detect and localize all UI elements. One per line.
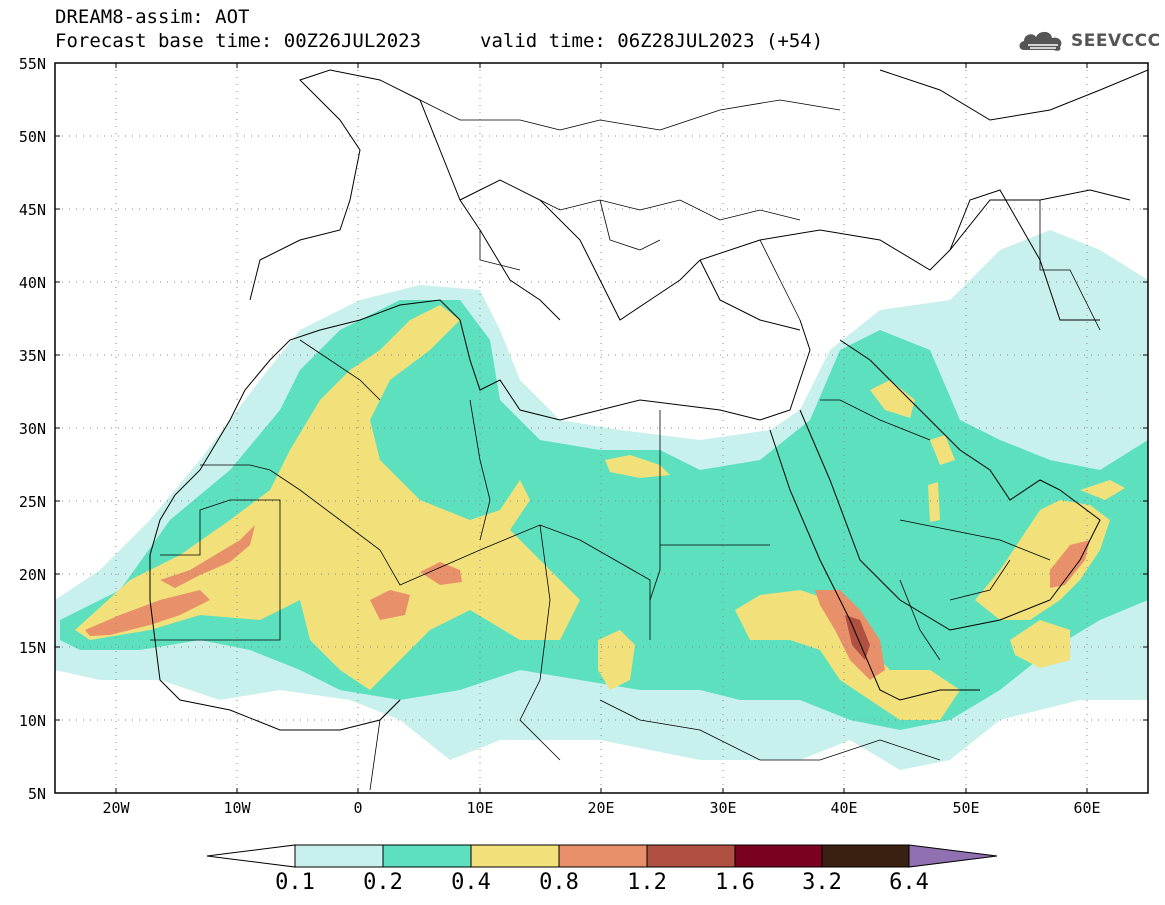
lat-label: 30N	[18, 420, 46, 438]
lon-label: 10W	[223, 799, 251, 817]
aot-band-0.4-yemen	[1010, 620, 1070, 668]
colorbar-label: 0.8	[539, 870, 579, 895]
lon-label: 40E	[830, 799, 858, 817]
map-title: DREAM8-assim: AOT	[55, 6, 250, 28]
base-time: Forecast base time: 00Z26JUL2023	[55, 30, 422, 52]
colorbar-label: 0.2	[363, 870, 403, 895]
lat-label: 50N	[18, 128, 46, 146]
lat-label: 10N	[18, 712, 46, 730]
colorbar-segment	[382, 844, 472, 868]
aot-band-0.8-oman	[1050, 540, 1090, 588]
lon-label: 50E	[952, 799, 980, 817]
colorbar-low-arrow	[206, 844, 296, 868]
aot-band-0.8-mali	[370, 590, 410, 620]
lon-label: 10E	[466, 799, 494, 817]
aot-band-0.4-libya	[605, 455, 670, 478]
lon-ticks	[115, 63, 1088, 793]
colorbar-label: 0.1	[275, 870, 315, 895]
logo-text: SEEVCCC	[1071, 31, 1161, 51]
colorbar-segment	[294, 844, 384, 868]
aot-band-0.8-coast	[85, 590, 210, 636]
aot-band-0.4-arabia	[975, 500, 1110, 620]
lat-label: 55N	[18, 55, 46, 73]
aot-band-0.4-saudi	[928, 482, 940, 522]
lon-label: 30E	[709, 799, 737, 817]
colorbar-label: 0.4	[451, 870, 491, 895]
aot-band-0.8-mauritania	[160, 525, 255, 588]
colorbar-label: 1.2	[627, 870, 667, 895]
colorbar-label: 3.2	[802, 870, 842, 895]
lon-label: 20W	[102, 799, 130, 817]
aot-band-0.4-iraq	[870, 380, 915, 418]
borders	[150, 99, 1101, 791]
graticule	[55, 63, 1148, 793]
colorbar-label: 6.4	[889, 870, 929, 895]
lat-label: 20N	[18, 566, 46, 584]
colorbar-high-arrow	[908, 844, 998, 868]
lat-label: 5N	[27, 785, 46, 803]
lat-label: 35N	[18, 347, 46, 365]
colorbar-segment	[821, 844, 910, 868]
lat-label: 45N	[18, 201, 46, 219]
lat-label: 40N	[18, 274, 46, 292]
aot-band-0.4-gulf	[930, 435, 955, 465]
colorbar-segment	[470, 844, 560, 868]
seevccc-logo: SEEVCCC	[1018, 28, 1161, 54]
colorbar-segment	[646, 844, 736, 868]
lon-label: 20E	[587, 799, 615, 817]
forecast-times: Forecast base time: 00Z26JUL2023 valid ti…	[55, 30, 823, 52]
cloud-icon	[1019, 31, 1062, 51]
lat-ticks	[55, 135, 1148, 721]
lat-label: 15N	[18, 639, 46, 657]
lon-label: 0	[353, 799, 363, 817]
colorbar-segment	[558, 844, 648, 868]
colorbar-label: 1.6	[715, 870, 755, 895]
coastlines	[149, 69, 1148, 731]
lat-label: 25N	[18, 493, 46, 511]
aot-band-0.4-iran	[1080, 480, 1125, 500]
valid-time: valid time: 06Z28JUL2023 (+54)	[480, 30, 824, 52]
aot-band-0.4-chad	[598, 630, 635, 690]
lon-label: 60E	[1073, 799, 1101, 817]
colorbar-segment	[734, 844, 823, 868]
